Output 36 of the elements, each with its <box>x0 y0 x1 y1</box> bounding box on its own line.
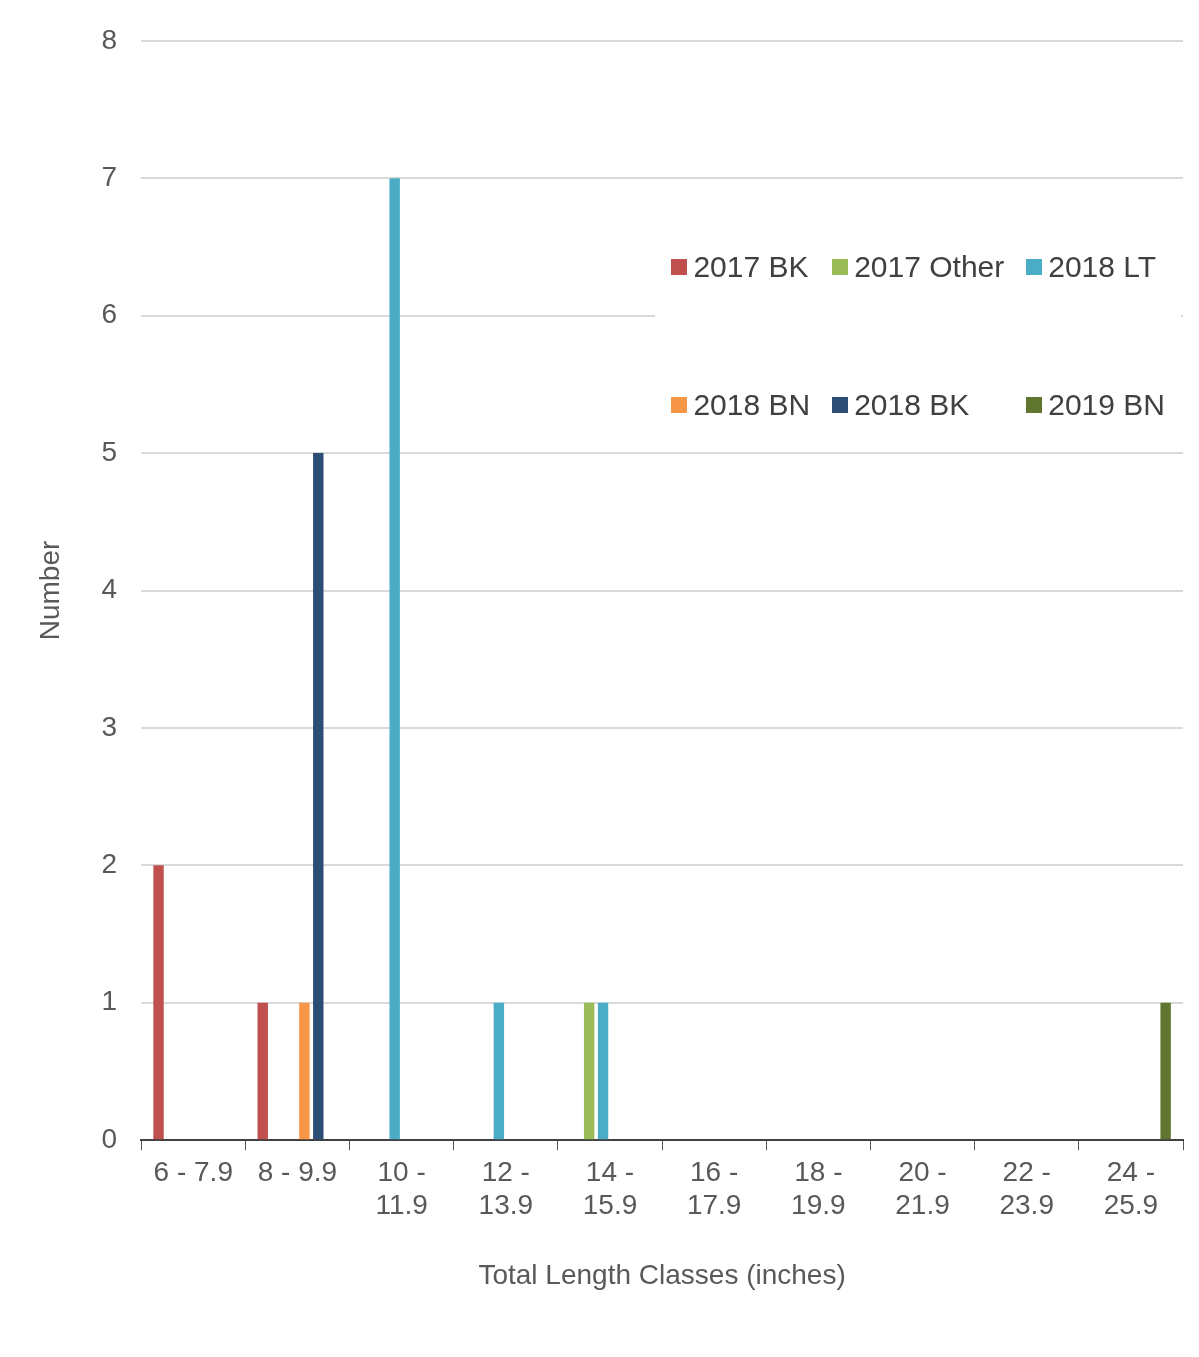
y-tick-label: 3 <box>101 710 118 742</box>
bar <box>299 1002 310 1140</box>
bar <box>389 178 400 1140</box>
x-tick-label: 12 - 13.9 <box>478 1155 534 1221</box>
y-tick-label: 6 <box>101 298 118 330</box>
legend-label: 2017 BK <box>693 250 809 284</box>
legend-label: 2019 BN <box>1048 388 1165 422</box>
legend-label: 2017 Other <box>854 250 1005 284</box>
legend-label: 2018 LT <box>1048 250 1157 284</box>
bar <box>257 1002 268 1140</box>
bar <box>153 865 164 1140</box>
y-tick-label: 0 <box>101 1122 118 1154</box>
x-tick-label: 18 - 19.9 <box>791 1155 846 1221</box>
x-tick-label: 22 - 23.9 <box>999 1155 1054 1221</box>
x-tick-label: 6 - 7.9 <box>153 1155 233 1187</box>
y-tick-label: 5 <box>101 435 118 467</box>
legend-label: 2018 BN <box>693 388 811 422</box>
x-tick-label: 24 - 25.9 <box>1103 1155 1159 1221</box>
x-tick-label: 16 - 17.9 <box>686 1155 742 1221</box>
legend-label: 2018 BK <box>854 388 970 422</box>
y-tick-label: 2 <box>101 848 118 880</box>
bar <box>597 1002 609 1140</box>
bar <box>313 453 324 1140</box>
y-tick-label: 7 <box>101 160 118 192</box>
x-tick-label: 14 - 15.9 <box>582 1155 638 1221</box>
bar <box>583 1002 595 1140</box>
x-tick-label: 10 - 11.9 <box>375 1155 428 1221</box>
y-tick-label: 8 <box>101 23 118 55</box>
x-tick-label: 8 - 9.9 <box>257 1155 338 1187</box>
y-axis-title: Number <box>33 540 65 641</box>
x-tick-label: 20 - 21.9 <box>895 1155 950 1221</box>
x-axis-title: Total Length Classes (inches) <box>478 1258 846 1290</box>
y-tick-label: 1 <box>101 985 118 1017</box>
bar <box>493 1002 505 1140</box>
y-tick-label: 4 <box>101 573 118 605</box>
bar <box>1160 1002 1171 1140</box>
